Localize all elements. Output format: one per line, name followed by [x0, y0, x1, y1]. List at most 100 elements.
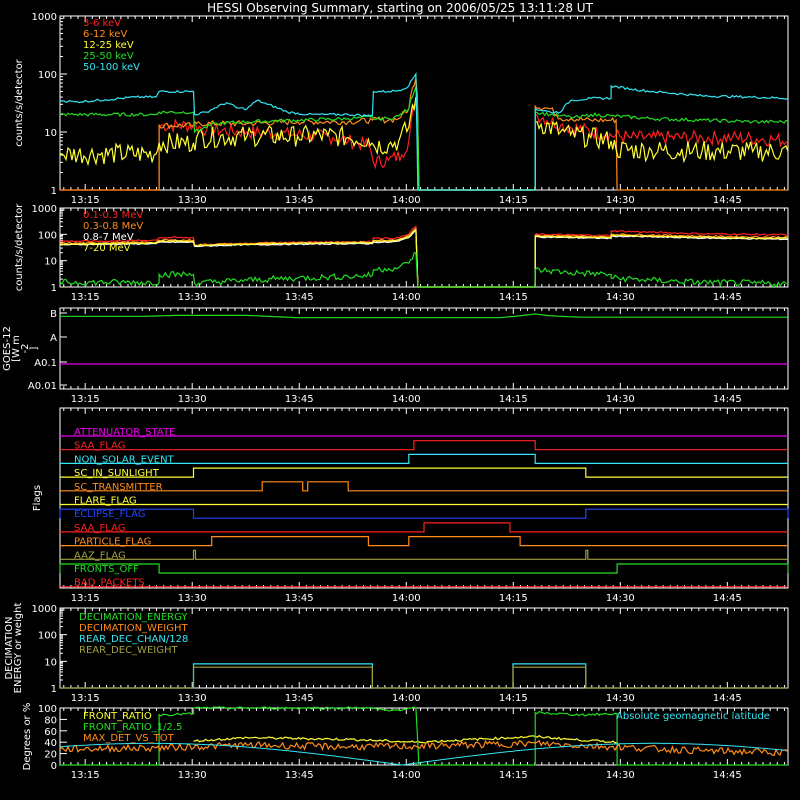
- y-tick-label: 100: [38, 631, 57, 642]
- flag-line: [60, 522, 788, 533]
- flag-line: [60, 467, 788, 478]
- x-tick-label: 13:30: [178, 292, 207, 303]
- y-tick-label: 100: [38, 70, 57, 81]
- x-tick-label: 13:30: [178, 593, 207, 604]
- y-axis-label: counts/s/detector: [14, 203, 25, 291]
- x-tick-label: 14:45: [713, 394, 742, 405]
- x-tick-label: 14:00: [392, 195, 421, 206]
- x-tick-label: 13:15: [71, 394, 100, 405]
- flag-label: SC_TRANSMITTER: [74, 482, 163, 493]
- x-tick-label: 14:30: [606, 593, 635, 604]
- x-tick-label: 13:15: [71, 693, 100, 704]
- legend-entry: 0.1-0.3 MeV: [83, 210, 143, 221]
- figure-title: HESSI Observing Summary, starting on 200…: [207, 1, 593, 15]
- flag-line: [59, 508, 789, 519]
- series-line: [59, 72, 789, 191]
- series-line: [60, 663, 788, 689]
- x-tick-label: 13:15: [71, 292, 100, 303]
- x-tick-label: 14:30: [606, 195, 635, 206]
- y-tick-label: 40: [44, 738, 57, 749]
- x-tick-label: 13:15: [71, 770, 100, 781]
- series-line: [193, 734, 618, 744]
- y-axis-label: DECIMATION: [4, 616, 15, 679]
- y-tick-label: 1: [51, 186, 57, 197]
- series-line: [60, 313, 788, 319]
- x-tick-label: 14:15: [499, 593, 528, 604]
- flag-line: [60, 481, 788, 492]
- series-line: [59, 229, 789, 288]
- y-tick-label: 10: [44, 657, 57, 668]
- y-tick-label: A0.1: [34, 358, 57, 369]
- legend-entry: 12-25 keV: [83, 40, 134, 51]
- panel-frame: [59, 207, 789, 288]
- legend-entry: MAX_DET_VS_TOT: [83, 733, 175, 744]
- annotation: Absolute geomagnetic latitude: [616, 711, 770, 722]
- panel-2: 13:15 13:30 13:45 14:00 14:15 14:30 14:45 1 10 10…: [14, 203, 789, 303]
- x-tick-label: 14:45: [713, 195, 742, 206]
- flag-label: NON_SOLAR_EVENT: [74, 454, 175, 465]
- y-tick-label: A0.01: [28, 381, 57, 392]
- y-tick-label: 1000: [32, 604, 57, 615]
- flag-label: FRONTS_OFF: [74, 564, 139, 575]
- flag-line: [60, 549, 788, 560]
- y-tick-label: 1: [51, 283, 57, 294]
- y-axis-label: -2: [20, 344, 31, 354]
- y-axis-label: ]: [29, 346, 40, 350]
- flag-label: SC_IN_SUNLIGHT: [74, 468, 160, 479]
- y-tick-label: A: [50, 333, 57, 344]
- panel-3: 13:15 13:30 13:45 14:00 14:15 14:30 14:45 A0.01…: [2, 307, 789, 405]
- x-tick-label: 14:15: [499, 195, 528, 206]
- legend-entry: REAR_DEC_CHAN/128: [79, 634, 188, 645]
- flag-label: BAD_PACKETS: [74, 578, 145, 589]
- legend-entry: 7-20 MeV: [83, 243, 131, 254]
- legend-entry: 3-6 keV: [83, 18, 121, 29]
- x-tick-label: 14:30: [606, 693, 635, 704]
- x-tick-label: 14:45: [713, 593, 742, 604]
- flag-line: [59, 563, 789, 574]
- flag-line: [60, 453, 788, 464]
- panel-1: 13:15 13:30 13:45 14:00 14:15 14:30 14:45 1 10 10…: [14, 12, 789, 206]
- x-tick-label: 13:30: [178, 693, 207, 704]
- panel-6: 13:15 13:30 13:45 14:00 14:15 14:30 14:45 02040…: [22, 703, 789, 781]
- y-tick-label: 1: [51, 684, 57, 695]
- y-tick-label: 10: [44, 257, 57, 268]
- x-tick-label: 13:45: [285, 693, 314, 704]
- y-tick-label: 100: [38, 230, 57, 241]
- x-tick-label: 14:00: [392, 394, 421, 405]
- y-tick-label: 60: [44, 727, 57, 738]
- x-tick-label: 14:30: [606, 292, 635, 303]
- legend-entry: 6-12 keV: [83, 29, 127, 40]
- panel-frame: [59, 407, 789, 589]
- flag-line: [60, 440, 788, 451]
- legend-entry: 0.3-0.8 MeV: [83, 221, 143, 232]
- legend-entry: DECIMATION_WEIGHT: [79, 623, 188, 634]
- series-line: [60, 103, 789, 191]
- y-axis-label: ENERGY or weight: [13, 603, 24, 694]
- y-tick-label: 20: [44, 750, 57, 761]
- panel-frame: [59, 15, 789, 191]
- y-axis-label: Flags: [32, 485, 43, 511]
- series-line: [60, 96, 789, 191]
- flag-label: PARTICLE_FLAG: [74, 537, 151, 548]
- x-tick-label: 13:45: [285, 394, 314, 405]
- legend-entry: 0.8-7 MeV: [83, 232, 134, 243]
- y-axis-label: [W m: [11, 335, 22, 362]
- y-axis-label: Degrees or %: [22, 703, 33, 771]
- y-tick-label: B: [50, 309, 57, 320]
- flag-label: FLARE_FLAG: [74, 496, 137, 507]
- legend-entry: 25-50 keV: [83, 51, 134, 62]
- series-line: [60, 666, 788, 689]
- x-tick-label: 13:45: [285, 195, 314, 206]
- flag-line: [60, 536, 788, 547]
- y-tick-label: 80: [44, 715, 57, 726]
- series-line: [60, 706, 788, 766]
- x-tick-label: 14:00: [392, 770, 421, 781]
- x-tick-label: 13:30: [178, 394, 207, 405]
- legend-entry: DECIMATION_ENERGY: [79, 612, 188, 623]
- flag-label: AAZ_FLAG: [74, 550, 126, 561]
- flag-label: SAA_FLAG: [74, 523, 125, 534]
- x-tick-label: 14:15: [499, 394, 528, 405]
- legend-entry: FRONT_RATIO: [83, 711, 152, 722]
- x-tick-label: 14:15: [499, 292, 528, 303]
- geomagnetic-latitude-line: [59, 742, 787, 766]
